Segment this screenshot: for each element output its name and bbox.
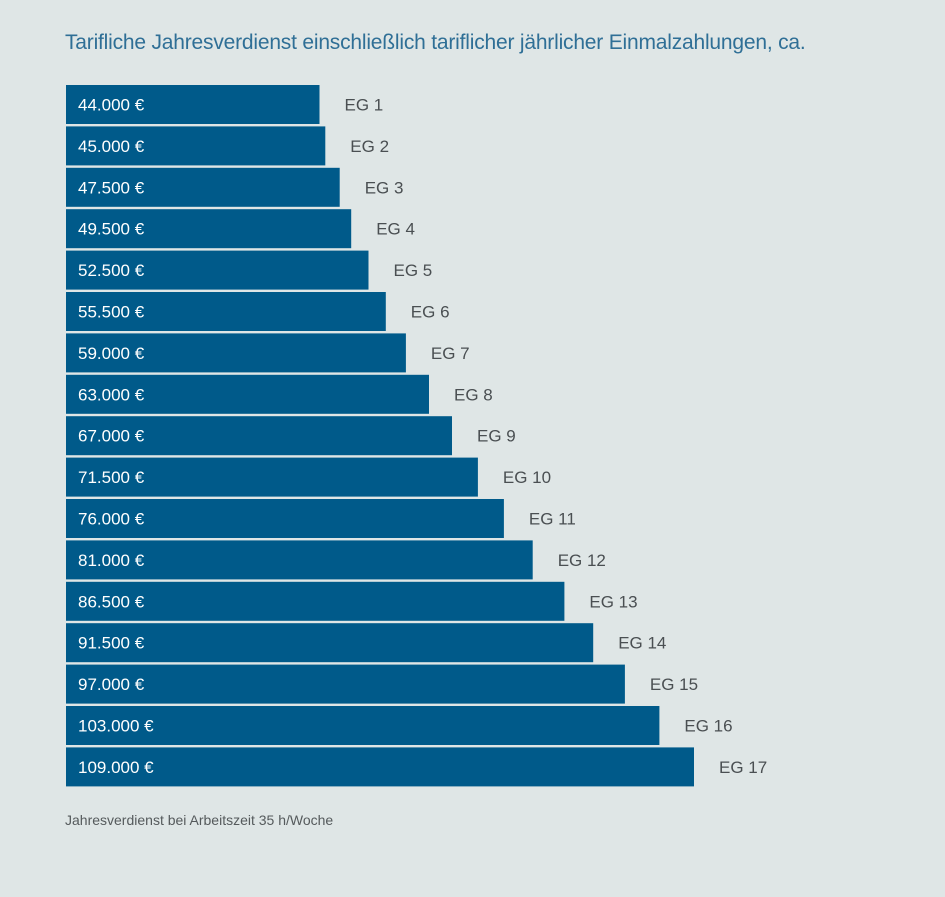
category-label: EG 3	[365, 178, 404, 197]
bar-4	[66, 209, 352, 249]
chart-footnote: Jahresverdienst bei Arbeitszeit 35 h/Woc…	[65, 812, 334, 828]
bar-11	[66, 499, 504, 538]
bar-9	[66, 416, 452, 456]
category-label: EG 11	[529, 510, 576, 529]
bar-value-label: 47.500 €	[78, 178, 145, 197]
bar-value-label: 71.500 €	[78, 468, 145, 487]
bar-5	[66, 250, 369, 290]
bar-value-label: 76.000 €	[78, 510, 145, 529]
bar-16	[66, 706, 660, 745]
category-label: EG 12	[558, 551, 606, 570]
bar-value-label: 52.500 €	[78, 261, 145, 280]
category-label: EG 17	[719, 758, 767, 777]
bars-group: 44.000 € EG 1 45.000 € EG 2 47.500 € EG 3 49.5…	[66, 85, 767, 787]
bar-2	[66, 126, 326, 166]
bar-13	[66, 581, 565, 621]
bar-value-label: 63.000 €	[78, 385, 145, 404]
bar-value-label: 59.000 €	[78, 344, 145, 363]
bar-value-label: 81.000 €	[78, 551, 145, 570]
bar-3	[66, 167, 340, 207]
category-label: EG 1	[345, 96, 384, 115]
bar-value-label: 109.000 €	[78, 758, 154, 777]
category-label: EG 2	[350, 137, 389, 156]
bar-value-label: 67.000 €	[78, 427, 145, 446]
bar-value-label: 103.000 €	[78, 717, 154, 736]
bar-17	[66, 747, 694, 787]
category-label: EG 8	[454, 385, 493, 404]
bar-value-label: 45.000 €	[78, 137, 145, 156]
category-label: EG 10	[503, 468, 551, 487]
bar-12	[66, 540, 533, 580]
bar-10	[66, 457, 478, 497]
bar-1	[66, 85, 320, 124]
bar-value-label: 91.500 €	[78, 634, 145, 653]
bar-7	[66, 333, 406, 373]
bar-value-label: 97.000 €	[78, 675, 145, 694]
bar-value-label: 49.500 €	[78, 220, 145, 239]
bar-6	[66, 292, 386, 331]
category-label: EG 4	[376, 220, 415, 239]
bar-value-label: 55.500 €	[78, 303, 145, 322]
category-label: EG 7	[431, 344, 470, 363]
chart-title: Tarifliche Jahresverdienst einschließlic…	[65, 31, 806, 54]
category-label: EG 13	[589, 592, 637, 611]
category-label: EG 6	[411, 303, 450, 322]
category-label: EG 14	[618, 634, 666, 653]
bar-value-label: 44.000 €	[78, 96, 145, 115]
category-label: EG 15	[650, 675, 698, 694]
bar-value-label: 86.500 €	[78, 592, 145, 611]
bar-14	[66, 623, 594, 663]
bar-15	[66, 664, 625, 704]
bar-8	[66, 374, 429, 414]
category-label: EG 16	[684, 717, 732, 736]
category-label: EG 9	[477, 427, 516, 446]
category-label: EG 5	[394, 261, 433, 280]
